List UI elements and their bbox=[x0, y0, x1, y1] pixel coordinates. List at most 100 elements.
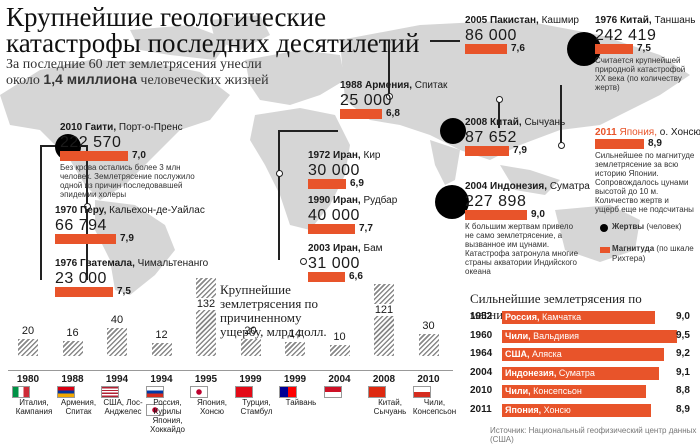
quake-year: 1970 bbox=[55, 205, 81, 216]
magnitude-country: Чили, bbox=[505, 386, 534, 396]
legend-deaths-label: Жертвы bbox=[612, 222, 645, 231]
magnitude-row: 1952 Россия, Камчатка 9,0 bbox=[470, 311, 698, 325]
damage-place: Турция, Стамбул bbox=[240, 398, 273, 416]
magnitude-fill bbox=[465, 44, 507, 54]
quake-year: 2010 bbox=[60, 122, 86, 133]
deaths-circle bbox=[440, 118, 466, 144]
magnitude-bar: 7,9 bbox=[465, 145, 535, 156]
epicenter-dot bbox=[386, 93, 393, 100]
quake-country: Гаити, bbox=[85, 122, 119, 133]
damage-bar bbox=[18, 339, 38, 356]
subtitle-highlight: 1,4 миллиона bbox=[43, 71, 137, 87]
epicenter-dot bbox=[276, 170, 283, 177]
flag-icon bbox=[279, 386, 297, 398]
quake-place: Кир bbox=[363, 150, 381, 161]
legend-mag-sub: (по шкале Рихтера) bbox=[612, 244, 694, 263]
leader-line bbox=[388, 40, 390, 95]
damage-bar bbox=[418, 334, 439, 356]
magnitude-year: 1960 bbox=[470, 329, 493, 341]
magnitude-value: 9,2 bbox=[676, 348, 690, 359]
quake-header: 1976 Китай, Таншань bbox=[595, 15, 696, 27]
magnitude-fill bbox=[308, 272, 345, 282]
quake-deaths: 30 000 bbox=[308, 162, 360, 179]
quake-year: 1976 bbox=[595, 15, 621, 26]
magnitude-row: 2011 Япония, Хонсю 8,9 bbox=[470, 403, 698, 418]
quake-deaths: 23 000 bbox=[55, 270, 107, 287]
quake-callout: 2003 Иран, Бам 31 000 6,6 bbox=[308, 243, 383, 282]
leader-line bbox=[40, 145, 42, 280]
damage-axis bbox=[8, 370, 453, 371]
page-title: Крупнейшие геологические катастрофы посл… bbox=[6, 2, 420, 58]
quake-country: Иран, bbox=[333, 243, 364, 254]
magnitude-place: Хонсю bbox=[543, 404, 571, 415]
quake-country: Китай, bbox=[490, 117, 525, 128]
quake-place: Сычуань bbox=[524, 117, 566, 128]
magnitude-bar: 7,5 bbox=[595, 43, 660, 54]
leader-line bbox=[278, 130, 338, 132]
damage-value: 132 bbox=[194, 298, 218, 310]
quake-country: Индонезия, bbox=[490, 181, 550, 192]
magnitude-legend-icon bbox=[600, 247, 610, 253]
quake-header: 2011 Япония, о. Хонсю bbox=[595, 127, 700, 139]
quake-deaths: 222 570 bbox=[60, 134, 122, 151]
quake-callout: 1976 Гватемала, Чимальтенанго 23 000 7,5 bbox=[55, 258, 208, 297]
damage-value: 121 bbox=[372, 304, 396, 316]
quake-country: Пакистан, bbox=[490, 15, 542, 26]
magnitude-bar: 7,5 bbox=[55, 286, 145, 297]
quake-year: 2003 bbox=[308, 243, 334, 254]
flag-icon bbox=[145, 386, 164, 398]
damage-place: Тайвань bbox=[285, 398, 317, 407]
damage-chart: 20 1980 Италия, Кампания 16 1988 Армения, Спи… bbox=[0, 278, 460, 439]
magnitude-value: 7,9 bbox=[120, 233, 134, 244]
magnitude-row: 2010 Чили, Консепсьон 8,8 bbox=[470, 385, 698, 399]
damage-value: 12 bbox=[155, 329, 168, 341]
magnitude-bar: Чили, Консепсьон bbox=[502, 385, 646, 398]
magnitude-value: 6,8 bbox=[386, 108, 400, 119]
magnitude-row: 2004 Индонезия, Суматра 9,1 bbox=[470, 366, 698, 381]
quake-country: Армения, bbox=[365, 80, 415, 91]
magnitude-country: США, bbox=[505, 349, 533, 359]
quake-callout: 1972 Иран, Кир 30 000 6,9 bbox=[308, 150, 380, 189]
quake-year: 1988 bbox=[340, 80, 366, 91]
epicenter-dot bbox=[300, 258, 307, 265]
quake-year: 2008 bbox=[465, 117, 491, 128]
damage-value: 30 bbox=[422, 320, 435, 332]
magnitude-value: 7,9 bbox=[513, 145, 527, 156]
deaths-circle bbox=[435, 185, 469, 219]
quake-callout: 2008 Китай, Сычуань 87 652 7,9 bbox=[465, 117, 565, 156]
flag-icon bbox=[101, 386, 119, 398]
leader-line bbox=[560, 85, 562, 145]
damage-bar bbox=[374, 284, 394, 356]
quake-header: 2010 Гаити, Порт-о-Пренс bbox=[60, 122, 210, 134]
magnitude-year: 2011 bbox=[470, 403, 492, 415]
magnitude-fill bbox=[595, 44, 633, 54]
epicenter-dot bbox=[84, 203, 91, 210]
quake-callout: 2005 Пакистан, Кашмир 86 000 7,6 bbox=[465, 15, 579, 54]
quake-deaths: 86 000 bbox=[465, 27, 517, 44]
quake-deaths: 31 000 bbox=[308, 255, 360, 272]
quake-year: 2005 bbox=[465, 15, 491, 26]
magnitude-value: 7,7 bbox=[359, 223, 373, 234]
magnitude-fill bbox=[308, 224, 355, 234]
flag-icon bbox=[368, 386, 386, 398]
magnitude-year: 2010 bbox=[470, 385, 493, 396]
magnitude-fill bbox=[308, 179, 346, 189]
magnitude-place: Консепсьон bbox=[533, 386, 582, 396]
damage-value: 40 bbox=[110, 314, 124, 326]
legend: Жертвы (человек) Магнитуда (по шкале Рих… bbox=[600, 222, 698, 266]
damage-year: 1988 bbox=[61, 374, 84, 385]
quake-note: Без крова остались более 3 млн человек. … bbox=[60, 163, 195, 199]
subtitle-text: За последние 60 лет землетрясения унесли… bbox=[6, 57, 262, 88]
page-subtitle: За последние 60 лет землетрясения унесли… bbox=[6, 57, 276, 88]
damage-place: Япония, Хоккайдо bbox=[150, 416, 185, 434]
quake-year: 2004 bbox=[465, 181, 491, 192]
leader-line bbox=[498, 98, 500, 128]
magnitude-fill bbox=[60, 151, 128, 161]
quake-place: Кашмир bbox=[541, 15, 579, 26]
quake-country: Иран, bbox=[333, 150, 364, 161]
magnitude-value: 7,0 bbox=[132, 150, 146, 161]
damage-value: 16 bbox=[66, 327, 79, 339]
magnitude-fill bbox=[55, 287, 113, 297]
damage-bar bbox=[196, 278, 216, 356]
magnitude-row: 1964 США, Аляска 9,2 bbox=[470, 348, 698, 362]
